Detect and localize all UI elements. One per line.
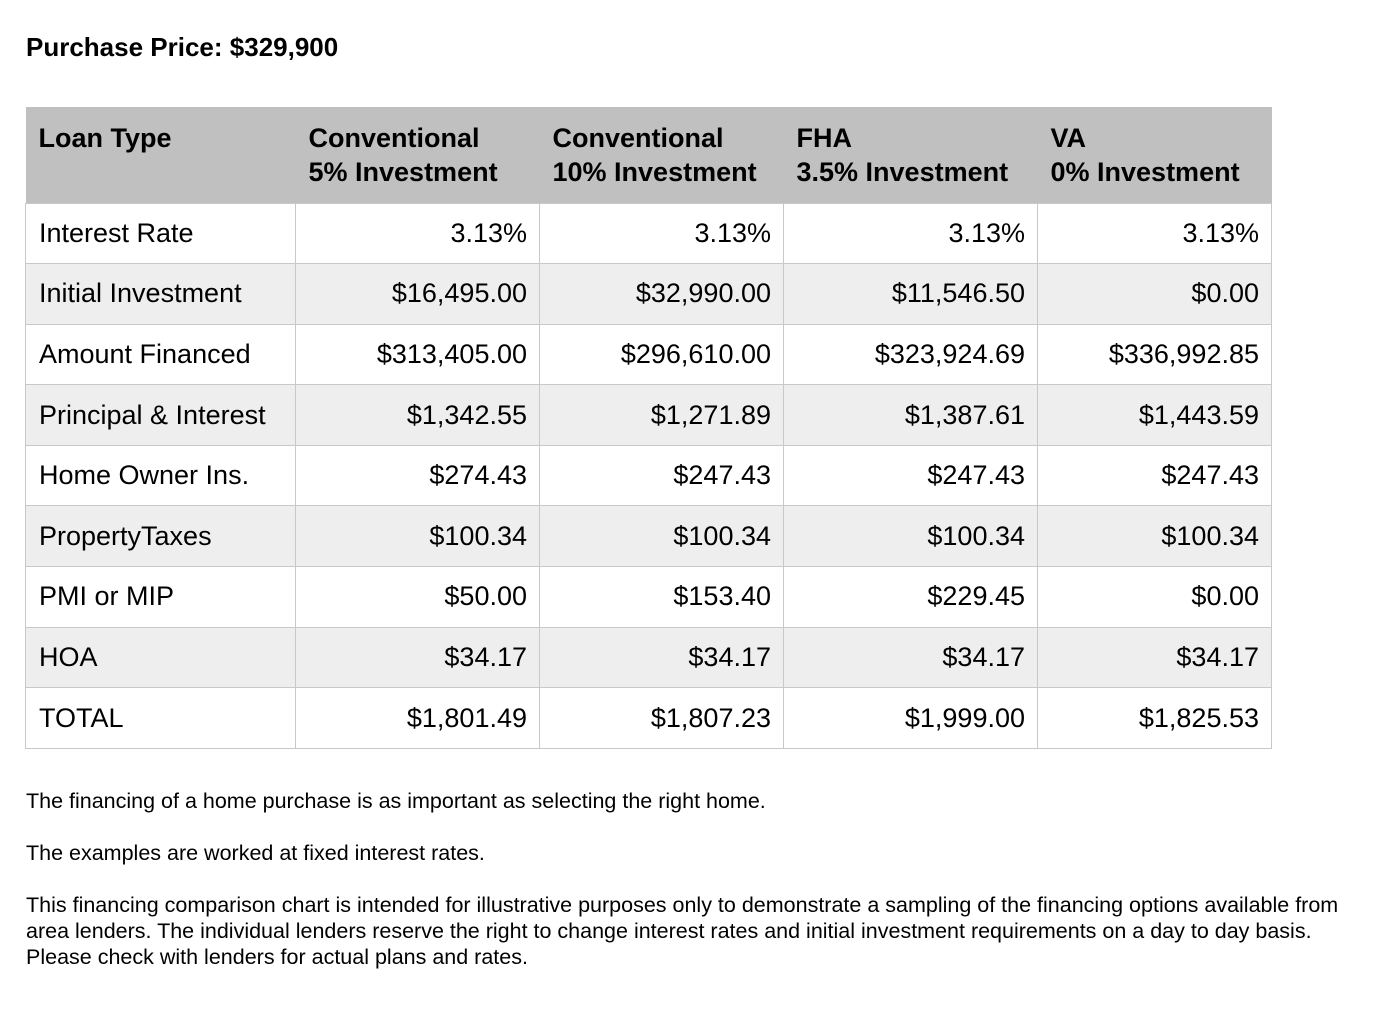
cell-fha: $323,924.69 <box>783 323 1038 386</box>
row-label: PropertyTaxes <box>25 505 296 568</box>
cell-conventional-10: $34.17 <box>539 626 784 689</box>
table-row-interest-rate: Interest Rate 3.13% 3.13% 3.13% 3.13% <box>25 202 1272 265</box>
header-line1: Conventional <box>308 123 480 153</box>
header-conventional-10: Conventional 10% Investment <box>540 107 784 203</box>
cell-va: $0.00 <box>1037 263 1272 325</box>
header-line2: 0% Investment <box>1050 157 1240 187</box>
cell-conventional-10: $32,990.00 <box>539 263 784 325</box>
table-row-initial-investment: Initial Investment $16,495.00 $32,990.00… <box>25 263 1272 325</box>
note-paragraph: The financing of a home purchase is as i… <box>26 789 766 813</box>
table-row-home-owner-ins: Home Owner Ins. $274.43 $247.43 $247.43 … <box>25 444 1272 507</box>
cell-conventional-5: $16,495.00 <box>295 263 540 325</box>
note-paragraph: The examples are worked at fixed interes… <box>26 841 485 865</box>
cell-va: $0.00 <box>1037 566 1272 628</box>
cell-conventional-10: $153.40 <box>539 566 784 628</box>
cell-fha: $100.34 <box>783 505 1038 568</box>
cell-fha: $11,546.50 <box>783 263 1038 325</box>
header-line1: VA <box>1050 123 1087 153</box>
page-title: Purchase Price: $329,900 <box>26 32 339 62</box>
cell-conventional-10: $1,271.89 <box>539 384 784 446</box>
cell-conventional-5: $313,405.00 <box>295 323 540 386</box>
table-row-principal-interest: Principal & Interest $1,342.55 $1,271.89… <box>25 384 1272 446</box>
header-line1: Conventional <box>552 123 724 153</box>
row-label: Home Owner Ins. <box>25 444 296 507</box>
table-row-total: TOTAL $1,801.49 $1,807.23 $1,999.00 $1,8… <box>25 687 1272 749</box>
table-row-amount-financed: Amount Financed $313,405.00 $296,610.00 … <box>25 323 1272 386</box>
cell-conventional-5: 3.13% <box>295 202 540 265</box>
cell-conventional-10: $296,610.00 <box>539 323 784 386</box>
cell-conventional-10: $1,807.23 <box>539 687 784 749</box>
cell-conventional-10: $100.34 <box>539 505 784 568</box>
cell-fha: $229.45 <box>783 566 1038 628</box>
cell-fha: $1,999.00 <box>783 687 1038 749</box>
row-label: Principal & Interest <box>25 384 296 446</box>
row-label: Initial Investment <box>25 263 296 325</box>
cell-va: $34.17 <box>1037 626 1272 689</box>
cell-fha: $34.17 <box>783 626 1038 689</box>
note-paragraph: This financing comparison chart is inten… <box>26 893 1339 969</box>
cell-conventional-10: 3.13% <box>539 202 784 265</box>
cell-fha: $1,387.61 <box>783 384 1038 446</box>
disclaimer-notes: The financing of a home purchase is as i… <box>26 788 1371 996</box>
table-header-row: Loan Type Conventional 5% Investment Con… <box>25 107 1272 203</box>
cell-conventional-5: $274.43 <box>295 444 540 507</box>
cell-conventional-5: $1,801.49 <box>295 687 540 749</box>
row-label: TOTAL <box>25 687 296 749</box>
row-label: HOA <box>25 626 296 689</box>
table-row-pmi-mip: PMI or MIP $50.00 $153.40 $229.45 $0.00 <box>25 566 1272 628</box>
header-line1: Loan Type <box>38 123 172 153</box>
cell-va: $1,825.53 <box>1037 687 1272 749</box>
header-line2: 3.5% Investment <box>796 157 1009 187</box>
cell-conventional-5: $1,342.55 <box>295 384 540 446</box>
header-fha: FHA 3.5% Investment <box>784 107 1038 203</box>
cell-va: $1,443.59 <box>1037 384 1272 446</box>
header-line1: FHA <box>796 123 853 153</box>
header-loan-type: Loan Type <box>26 107 296 203</box>
financing-comparison-table: Loan Type Conventional 5% Investment Con… <box>25 107 1272 749</box>
cell-va: $336,992.85 <box>1037 323 1272 386</box>
header-line2: 5% Investment <box>308 157 498 187</box>
header-va: VA 0% Investment <box>1038 107 1272 203</box>
row-label: Amount Financed <box>25 323 296 386</box>
cell-conventional-5: $50.00 <box>295 566 540 628</box>
row-label: PMI or MIP <box>25 566 296 628</box>
table-row-hoa: HOA $34.17 $34.17 $34.17 $34.17 <box>25 626 1272 689</box>
cell-va: $247.43 <box>1037 444 1272 507</box>
cell-conventional-10: $247.43 <box>539 444 784 507</box>
cell-va: $100.34 <box>1037 505 1272 568</box>
header-conventional-5: Conventional 5% Investment <box>296 107 540 203</box>
cell-conventional-5: $34.17 <box>295 626 540 689</box>
cell-va: 3.13% <box>1037 202 1272 265</box>
row-label: Interest Rate <box>25 202 296 265</box>
cell-fha: $247.43 <box>783 444 1038 507</box>
header-line2: 10% Investment <box>552 157 757 187</box>
cell-fha: 3.13% <box>783 202 1038 265</box>
cell-conventional-5: $100.34 <box>295 505 540 568</box>
table-row-property-taxes: PropertyTaxes $100.34 $100.34 $100.34 $1… <box>25 505 1272 568</box>
